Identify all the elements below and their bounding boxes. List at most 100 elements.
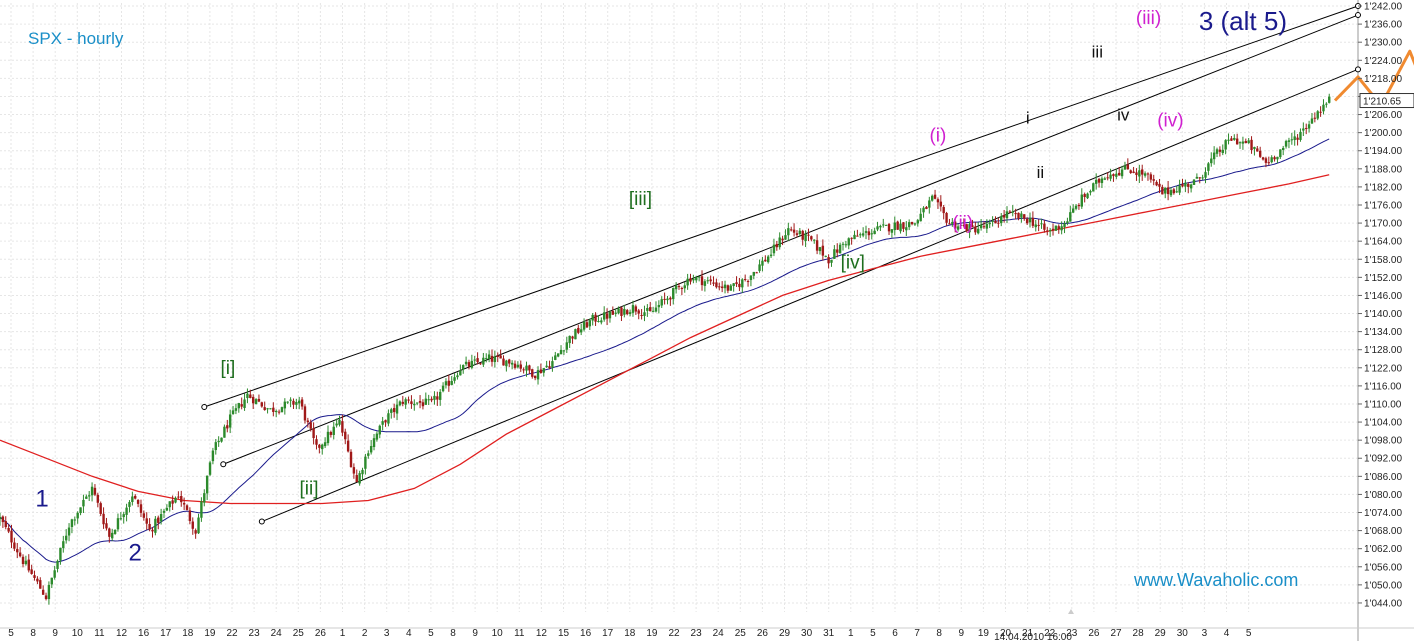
candle-body <box>985 223 989 229</box>
candle-body <box>50 577 53 585</box>
candle-body <box>994 220 997 224</box>
candle-body <box>1051 228 1055 231</box>
candle-body <box>510 362 514 365</box>
candle-body <box>1161 186 1164 195</box>
candle-body <box>459 370 462 376</box>
y-tick-label: 1'236.00 <box>1364 20 1402 31</box>
candle-body <box>418 400 422 403</box>
x-tick-label: 1 <box>340 628 346 639</box>
candle-body <box>1100 178 1104 184</box>
candle-body <box>441 385 445 392</box>
candle-body <box>367 453 370 456</box>
candle-body <box>450 381 453 385</box>
x-tick-label: 27 <box>1110 628 1122 639</box>
candle-body <box>1106 177 1109 179</box>
x-tick-label: 1 <box>848 628 854 639</box>
candle-body <box>959 224 963 226</box>
candle-body <box>577 327 580 333</box>
candle-body <box>1212 152 1216 160</box>
candle-body <box>1224 140 1227 150</box>
candle-body <box>1048 229 1052 232</box>
candle-body <box>1256 148 1259 152</box>
candle-body <box>240 404 243 407</box>
candle-body <box>1008 211 1012 213</box>
y-tick-label: 1'224.00 <box>1364 56 1402 67</box>
candle-body <box>977 228 980 234</box>
candle-body <box>746 281 750 283</box>
candle-body <box>1025 218 1029 224</box>
candle-body <box>1241 141 1245 144</box>
candle-body <box>64 535 68 541</box>
candle-body <box>533 375 537 379</box>
candle-body <box>361 469 364 475</box>
candle-body <box>628 312 632 315</box>
candle-body <box>1123 165 1127 170</box>
candle-body <box>381 421 384 425</box>
candle-body <box>571 336 574 339</box>
candle-body <box>378 425 381 435</box>
candle-body <box>372 438 376 447</box>
candle-body <box>119 518 123 520</box>
y-tick-label: 1'104.00 <box>1364 418 1402 429</box>
candle-body <box>1054 225 1058 231</box>
candle-body <box>1040 223 1043 225</box>
candle-body <box>531 369 534 377</box>
candle-body <box>1129 170 1132 173</box>
candle-body <box>884 224 888 226</box>
candle-body <box>436 396 439 400</box>
y-tick-label: 1'176.00 <box>1364 200 1402 211</box>
candle-body <box>732 283 735 287</box>
candle-body <box>1023 214 1026 219</box>
candle-body <box>355 475 358 483</box>
channel-middle <box>223 14 1359 465</box>
candle-body <box>496 355 499 357</box>
candle-body <box>1210 158 1213 164</box>
x-tick-label: 29 <box>779 628 791 639</box>
candle-body <box>39 580 42 589</box>
candle-body <box>1187 183 1190 187</box>
candle-body <box>188 510 192 522</box>
candle-body <box>4 521 7 528</box>
x-tick-label: 16 <box>580 628 592 639</box>
candle-body <box>876 226 879 230</box>
candle-body <box>122 514 125 518</box>
candle-body <box>680 288 684 290</box>
wave-label: 3 (alt 5) <box>1199 6 1287 36</box>
candle-body <box>1089 190 1092 193</box>
candle-body <box>651 310 655 312</box>
candle-body <box>689 278 692 282</box>
candle-body <box>1279 149 1282 158</box>
candle-body <box>677 286 681 288</box>
candle-body <box>375 433 379 440</box>
candle-body <box>582 321 586 330</box>
candle-body <box>925 206 928 209</box>
candle-body <box>536 370 540 380</box>
wave-label: (i) <box>929 126 946 147</box>
candle-body <box>392 408 396 413</box>
wave-label: [ii] <box>300 478 319 499</box>
y-tick-label: 1'110.00 <box>1364 399 1402 410</box>
candle-body <box>263 407 266 411</box>
y-tick-label: 1'200.00 <box>1364 128 1402 139</box>
candle-body <box>752 271 756 276</box>
candle-body <box>749 275 753 281</box>
candle-body <box>1086 193 1089 199</box>
candle-body <box>836 249 839 253</box>
candle-body <box>838 244 842 254</box>
cursor-time-label: 14.04.2010 16:00 <box>994 632 1072 641</box>
candle-body <box>53 570 56 578</box>
wave-label: [iv] <box>841 252 865 273</box>
candle-body <box>56 560 59 569</box>
x-tick-label: 25 <box>293 628 305 639</box>
candle-body <box>79 507 82 514</box>
candle-body <box>298 400 301 404</box>
candle-body <box>269 408 272 410</box>
x-tick-label: 31 <box>823 628 835 639</box>
candle-body <box>634 306 638 312</box>
y-tick-label: 1'218.00 <box>1364 74 1402 85</box>
candle-body <box>1299 131 1302 140</box>
candle-body <box>623 308 626 315</box>
candle-body <box>136 499 140 504</box>
candle-body <box>951 221 954 225</box>
